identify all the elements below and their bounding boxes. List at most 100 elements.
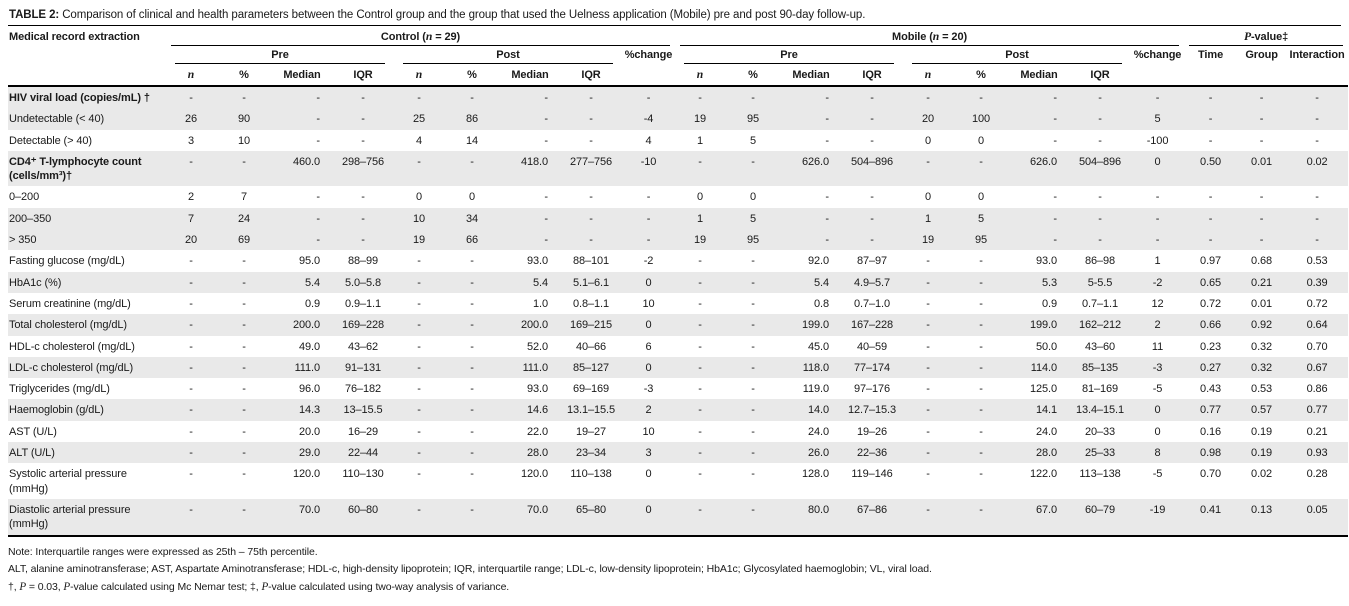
data-cell: -	[903, 150, 953, 187]
data-cell: -	[825, 191, 829, 204]
data-cell: -	[751, 340, 755, 353]
data-cell: 70.0	[272, 498, 332, 537]
data-cell: 0.97	[1200, 255, 1222, 268]
data-cell: -	[622, 86, 675, 109]
data-cell: -	[825, 134, 829, 147]
data-cell: 7	[240, 191, 248, 204]
table-row: Systolic arterial pressure (mmHg) - - 120.0…	[8, 463, 1348, 499]
data-cell: 5.3	[1009, 271, 1069, 293]
data-cell: -	[926, 468, 930, 481]
clinical-parameters-table: Medical record extraction Control (n = 2…	[8, 26, 1349, 537]
data-cell: -	[1237, 207, 1287, 230]
data-cell: 22–44	[332, 442, 394, 464]
data-cell: 26	[166, 108, 216, 130]
data-cell: 20	[903, 108, 953, 130]
data-cell: 0.93	[1286, 442, 1349, 464]
data-cell: -	[242, 468, 246, 481]
data-cell: -	[1069, 86, 1131, 109]
footnotes: Note: Interquartile ranges were expresse…	[8, 544, 1341, 596]
data-cell: -	[242, 255, 246, 268]
data-cell: 95	[725, 229, 781, 251]
data-cell: -	[470, 340, 474, 353]
data-cell: -	[361, 191, 365, 204]
data-cell: -	[1259, 134, 1264, 147]
data-cell: 2	[1131, 314, 1185, 336]
data-cell: -	[1208, 134, 1213, 147]
data-cell: 93.0	[526, 255, 548, 268]
data-cell: -	[272, 207, 332, 230]
data-cell: -	[417, 383, 421, 396]
data-cell: -	[544, 191, 548, 204]
data-cell: -	[781, 229, 841, 251]
col-header-control-pre: Pre	[166, 46, 394, 64]
data-cell: 20	[166, 229, 216, 251]
data-cell: -	[781, 86, 841, 109]
header-row-stats: n % Median IQR n % Median IQR n % Median…	[8, 64, 1348, 86]
table-row: 200–350 7 24- -10 34- - -1 5- -1 5- - - - - -	[8, 207, 1349, 230]
data-cell: 66	[444, 229, 500, 251]
data-cell: -	[500, 108, 560, 130]
data-cell: -	[417, 468, 421, 481]
data-cell: 0.53	[1251, 383, 1273, 396]
data-cell: 298–756	[332, 150, 394, 187]
data-cell: -	[316, 134, 320, 147]
row-label: 200–350	[8, 207, 166, 230]
table-row: ALT (U/L) - -29.0 22–44- -28.0 23–34 3- -26.0 22…	[8, 442, 1349, 464]
data-cell: -	[1009, 86, 1069, 109]
data-cell: -	[698, 425, 702, 438]
data-cell: 19	[394, 229, 444, 251]
data-cell: 10	[642, 297, 655, 310]
data-cell: -4	[622, 108, 675, 130]
data-cell: 23–34	[560, 442, 622, 464]
data-cell: 85–135	[1069, 356, 1131, 379]
data-cell: -10	[622, 150, 675, 187]
data-cell: 0.32	[1237, 356, 1287, 379]
data-cell: -	[216, 314, 272, 336]
data-cell: -	[725, 399, 781, 421]
data-cell: -	[675, 399, 725, 421]
data-cell: -	[470, 468, 474, 481]
data-cell: -	[979, 383, 983, 396]
data-cell: 95	[953, 229, 1009, 251]
data-cell: 3	[187, 134, 195, 147]
table-row: > 350 20 69- -19 66- - -19 95- -19 95- - - - - -	[8, 229, 1349, 251]
data-cell: 10	[642, 425, 655, 438]
data-cell: 14.0	[781, 399, 841, 421]
data-cell: 28.0	[1009, 442, 1069, 464]
data-cell: -	[1184, 108, 1238, 130]
col-header-control-post: Post	[394, 46, 622, 64]
data-cell: -	[1208, 191, 1213, 204]
data-cell: 20–33	[1084, 425, 1116, 438]
data-cell: -19	[1131, 498, 1185, 537]
data-cell: -3	[643, 383, 654, 396]
data-cell: -3	[1131, 356, 1185, 379]
data-cell: -	[926, 255, 930, 268]
data-cell: 120.0	[292, 468, 320, 481]
table-row: Total cholesterol (mg/dL) - -200.0 169–228-…	[8, 314, 1349, 336]
row-label: 0–200	[9, 191, 40, 204]
data-cell: 0	[1131, 399, 1185, 421]
data-cell: 67–86	[841, 498, 903, 537]
data-cell: 28.0	[500, 442, 560, 464]
footnote-abbreviations: ALT, alanine aminotransferase; AST, Aspa…	[8, 562, 932, 575]
data-cell: 0.70	[1306, 340, 1328, 353]
data-cell: 14	[465, 134, 479, 147]
table-row: Triglycerides (mg/dL) - - 96.0 76–182 - - 93.0 6…	[8, 378, 1348, 399]
data-cell: -	[953, 86, 1009, 109]
data-cell: -	[272, 108, 332, 130]
data-cell: 1	[696, 134, 704, 147]
data-cell: -5	[1152, 383, 1163, 396]
data-cell: -2	[1131, 271, 1185, 293]
row-label: Fasting glucose (mg/dL)	[9, 255, 125, 268]
data-cell: 128.0	[801, 468, 829, 481]
data-cell: -	[622, 207, 675, 230]
data-cell: -	[444, 498, 500, 537]
data-cell: 60–80	[332, 498, 394, 537]
data-cell: 19–26	[856, 425, 888, 438]
data-cell: 0.65	[1184, 271, 1238, 293]
data-cell: -	[189, 340, 193, 353]
data-cell: 70.0	[500, 498, 560, 537]
data-cell: 7	[166, 207, 216, 230]
data-cell: -	[216, 356, 272, 379]
